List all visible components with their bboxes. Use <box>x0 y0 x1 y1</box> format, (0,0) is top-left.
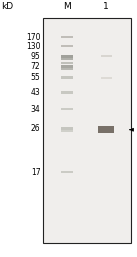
Bar <box>61 36 73 39</box>
Bar <box>43 18 131 243</box>
Bar <box>61 68 73 70</box>
Text: kD: kD <box>1 2 14 11</box>
Bar <box>61 91 73 94</box>
Bar <box>61 108 73 110</box>
Bar <box>61 65 73 68</box>
Bar <box>61 62 73 64</box>
Bar <box>61 45 73 47</box>
Text: 26: 26 <box>31 124 40 133</box>
Text: 34: 34 <box>31 105 40 114</box>
Text: 1: 1 <box>103 2 109 11</box>
Text: 72: 72 <box>31 62 40 71</box>
Bar <box>98 126 114 133</box>
Text: 17: 17 <box>31 168 40 177</box>
Bar <box>61 76 73 79</box>
Bar <box>101 55 112 57</box>
Bar <box>61 130 73 132</box>
Bar <box>61 54 73 58</box>
Bar <box>61 171 73 173</box>
Bar <box>61 58 73 60</box>
Text: 55: 55 <box>31 73 40 82</box>
Text: 130: 130 <box>26 42 40 51</box>
Bar <box>61 127 73 130</box>
Text: 95: 95 <box>31 52 40 61</box>
Bar <box>101 77 112 79</box>
Text: 170: 170 <box>26 33 40 42</box>
Text: 43: 43 <box>31 88 40 97</box>
Text: M: M <box>63 2 71 11</box>
